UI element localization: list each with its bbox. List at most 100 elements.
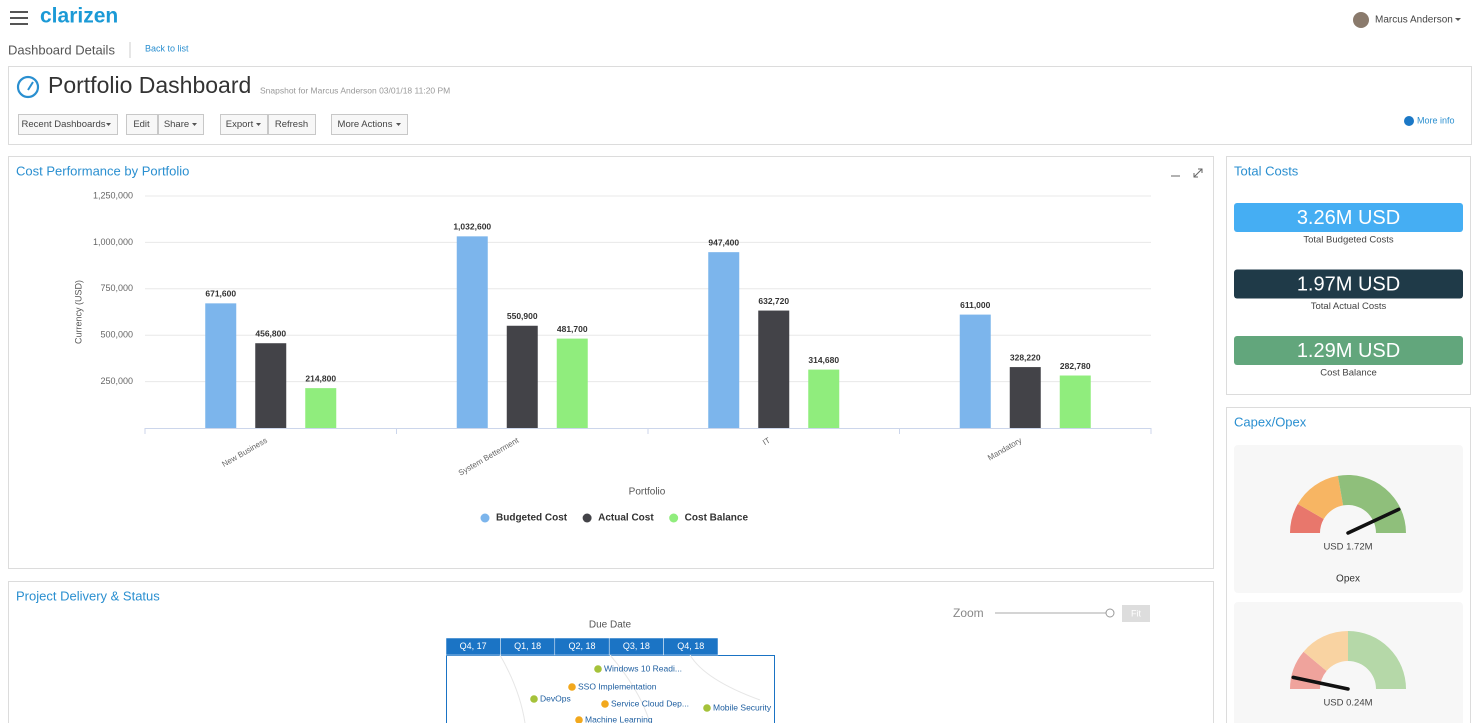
button-label[interactable]: Share — [164, 119, 189, 130]
toolbar-button[interactable] — [158, 114, 204, 135]
button-label[interactable]: Edit — [133, 119, 150, 130]
snapshot: Snapshot for Marcus Anderson 03/01/18 11… — [260, 85, 450, 95]
button-caret[interactable] — [256, 123, 261, 126]
value-label: 1,032,600 — [453, 222, 491, 232]
gauge-card — [1234, 602, 1463, 723]
timeline-rings — [499, 654, 761, 723]
bar — [959, 314, 991, 428]
legend-entry[interactable]: Budgeted Cost — [496, 513, 568, 524]
y-axis-title: Currency (USD) — [73, 280, 83, 344]
bar-chart: 250,000500,000750,0001,000,0001,250,000N… — [93, 190, 1152, 524]
bar — [305, 388, 337, 428]
y-tick-label: 1,000,000 — [93, 237, 133, 247]
project-label[interactable]: SSO Implementation — [578, 681, 657, 691]
x-tick-label: IT — [761, 436, 772, 447]
back-link[interactable]: Back to list — [145, 43, 189, 53]
legend-marker[interactable] — [480, 513, 490, 523]
quarter-label: Q2, 18 — [568, 641, 595, 651]
project-label[interactable]: DevOps — [540, 693, 571, 703]
kpi-list: 3.26M USD Total Budgeted Costs 1.97M USD To… — [1234, 203, 1463, 379]
menu-button[interactable] — [10, 11, 28, 25]
toolbar-button[interactable] — [126, 114, 158, 135]
gauge-needle — [1291, 675, 1350, 691]
toolbar-button[interactable] — [268, 114, 316, 135]
toolbar-button[interactable] — [18, 114, 118, 135]
kpi-value: 3.26M USD — [1297, 207, 1400, 229]
project-label[interactable]: Windows 10 Readi... — [604, 663, 682, 673]
toolbar-button[interactable] — [220, 114, 268, 135]
kpi-box — [1234, 203, 1463, 232]
total-costs-title: Total Costs — [1234, 163, 1299, 178]
y-tick-label: 750,000 — [100, 283, 133, 293]
button-label[interactable]: Recent Dashboards — [22, 119, 106, 130]
button-caret[interactable] — [192, 123, 197, 126]
value-label: 328,220 — [1010, 352, 1041, 362]
bar — [808, 369, 840, 428]
y-tick-label: 500,000 — [100, 330, 133, 340]
kpi-value: 1.29M USD — [1297, 340, 1400, 362]
kpi-label: Total Actual Costs — [1311, 301, 1387, 312]
project-label[interactable]: Machine Learning — [585, 714, 653, 723]
capex-title: Capex/Opex — [1234, 414, 1307, 429]
button-caret[interactable] — [106, 123, 111, 126]
gauge-needle — [1346, 507, 1401, 535]
gauge-band — [1290, 504, 1324, 533]
fit-button[interactable] — [1122, 605, 1150, 622]
bar — [1059, 375, 1091, 428]
more-info[interactable]: More info — [1417, 115, 1455, 125]
toolbar-button[interactable] — [331, 114, 408, 135]
project-title: Project Delivery & Status — [16, 588, 160, 603]
kpi-box — [1234, 269, 1463, 299]
button-label[interactable]: More Actions — [338, 119, 393, 130]
value-label: 214,800 — [305, 373, 336, 383]
gauge-value: USD 1.72M — [1323, 542, 1372, 553]
breadcrumb-title: Dashboard Details — [8, 42, 115, 57]
zoom-handle[interactable] — [1105, 608, 1115, 618]
bar — [255, 343, 287, 428]
value-label: 671,600 — [205, 289, 236, 299]
legend-entry[interactable]: Cost Balance — [685, 513, 749, 524]
project-dot[interactable] — [601, 700, 609, 708]
bar — [205, 303, 237, 428]
value-label: 947,400 — [708, 237, 739, 247]
button-label[interactable]: Refresh — [275, 119, 308, 130]
quarter-label: Q4, 17 — [460, 641, 487, 651]
expand-button[interactable] — [1193, 168, 1203, 178]
legend-entry[interactable]: Actual Cost — [598, 513, 654, 524]
bar — [1009, 367, 1041, 428]
chart-panel — [8, 156, 1214, 569]
project-dot[interactable] — [703, 704, 711, 712]
menu-bar — [10, 23, 28, 25]
value-label: 611,000 — [960, 300, 991, 310]
toolbar: Recent Dashboards Edit Share Export Refresh M… — [18, 114, 408, 135]
value-label: 282,780 — [1060, 361, 1091, 371]
project-dot[interactable] — [530, 695, 538, 703]
timeline-area — [446, 655, 775, 723]
button-caret[interactable] — [396, 123, 401, 126]
logo[interactable]: clarizen — [40, 5, 118, 28]
legend-marker[interactable] — [582, 513, 592, 523]
info-icon[interactable] — [1404, 116, 1414, 126]
button-label[interactable]: Export — [226, 119, 254, 130]
project-label[interactable]: Mobile Security — [713, 702, 772, 712]
kpi-label: Cost Balance — [1320, 368, 1377, 379]
kpi-value: 1.97M USD — [1297, 273, 1400, 295]
project-label[interactable]: Service Cloud Dep... — [611, 698, 689, 708]
project-dot[interactable] — [594, 665, 602, 673]
due-date-title: Due Date — [589, 620, 632, 631]
gauge-band — [1303, 631, 1348, 672]
user-name[interactable]: Marcus Anderson — [1375, 15, 1453, 26]
project-dot[interactable] — [575, 716, 583, 723]
fit-label[interactable]: Fit — [1131, 608, 1141, 618]
project-dot[interactable] — [568, 683, 576, 691]
legend-marker[interactable] — [669, 513, 679, 523]
gauge-value: USD 0.24M — [1323, 698, 1372, 709]
bar — [708, 252, 740, 428]
quarter-label: Q4, 18 — [677, 641, 704, 651]
avatar[interactable] — [1353, 12, 1369, 28]
quarter-label: Q3, 18 — [623, 641, 650, 651]
user-caret[interactable] — [1455, 18, 1461, 21]
